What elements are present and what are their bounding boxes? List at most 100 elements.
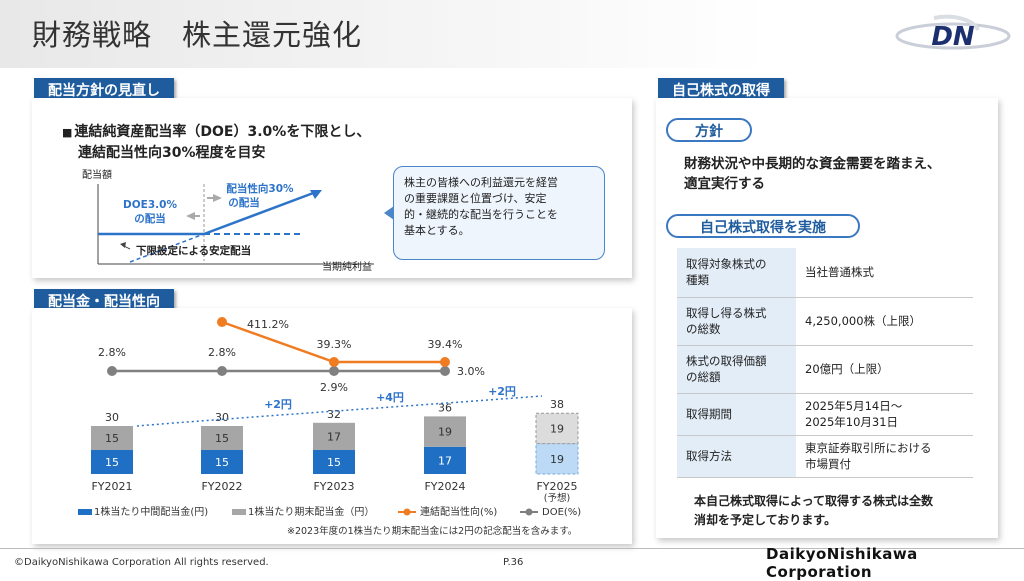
table-value: 20億円（上限） (796, 345, 973, 394)
payout-label: 39.3% (317, 338, 352, 351)
payout-point (440, 357, 450, 367)
bar-year-end (313, 422, 355, 450)
bar-interim (535, 443, 579, 475)
company-logo: DN (895, 14, 1011, 52)
bar-year-end (91, 426, 133, 450)
bar-total-label: 30 (215, 411, 229, 424)
header-bar: 財務戦略 株主還元強化 (0, 0, 1024, 68)
statement-line-2: 連結配当性向30%程度を目安 (78, 145, 266, 161)
policy-speech-bubble: 株主の皆様への利益還元を経営 の重要課題と位置づけ、安定 的・継続的な配当を行う… (393, 166, 605, 260)
speech-bubble-tail (384, 206, 394, 220)
buyback-note: 本自己株式取得によって取得する株式は全数 消却を予定しております。 (694, 492, 933, 530)
chart-footnote: ※2023年度の1株当たり期末配当金には2円の記念配当を含みます。 (287, 525, 577, 537)
table-row: 取得対象株式の 種類 当社普通株式 (677, 248, 973, 298)
doe-label-1: DOE3.0% (123, 199, 177, 211)
floor-label: 下限設定による安定配当 (136, 244, 251, 257)
page-number: P.36 (503, 557, 524, 568)
legend-year-end-label: 1株当たり期末配当金（円） (248, 505, 374, 518)
bar-interim (424, 446, 466, 474)
bar-year-end-label: 15 (105, 432, 119, 445)
table-value: 4,250,000株（上限） (796, 297, 973, 346)
doe-point (329, 366, 339, 376)
bar-total-label: 36 (438, 401, 452, 414)
payout-point (329, 357, 339, 367)
payout-label-1: 配当性向30% (226, 182, 294, 195)
payout-label: 411.2% (247, 318, 289, 331)
bar-interim-label: 17 (438, 454, 452, 467)
policy-line-1: 財務状況や中長期的な資金需要を踏まえ、 (684, 156, 941, 172)
increase-label: +2円 (264, 398, 292, 411)
note-line-1: 本自己株式取得によって取得する株式は全数 (694, 494, 934, 508)
increase-label: +2円 (488, 385, 516, 398)
category-label: FY2025 (536, 480, 577, 493)
doe-label: 2.8% (98, 346, 126, 359)
legend-interim-swatch (78, 509, 92, 515)
bar-interim-label: 15 (215, 456, 229, 469)
payout-label-2: の配当 (228, 196, 260, 209)
table-key: 取得方法 (677, 435, 796, 478)
payout-arrowhead (310, 190, 322, 199)
floor-pointer-icon (120, 242, 126, 248)
left-arrow-icon (186, 212, 195, 220)
dividend-policy-statement: ■ 連結純資産配当率（DOE）3.0%を下限とし、 連結配当性向30%程度を目安 (62, 122, 371, 164)
totals-trend-dotted (136, 395, 543, 427)
table-value: 2025年5月14日～ 2025年10月31日 (796, 393, 973, 436)
bar-year-end-label: 19 (438, 426, 452, 439)
table-row: 株式の取得価額 の総額 20億円（上限） (677, 345, 973, 394)
footer-divider (0, 548, 1024, 549)
policy-line-2: 適宜実行する (684, 176, 765, 192)
table-key: 取得期間 (677, 393, 796, 436)
payout-label: 39.4% (428, 338, 463, 351)
bar-total-label: 32 (327, 408, 341, 421)
payout-dashed-lower (129, 233, 205, 263)
buyback-details-table: 取得対象株式の 種類 当社普通株式 取得し得る株式 の総数 4,250,000株（上… (677, 248, 973, 478)
category-sublabel: (予想) (544, 492, 570, 504)
legend-payout-dot (403, 508, 411, 516)
page-title: 財務戦略 株主還元強化 (32, 18, 363, 52)
doe-point (440, 366, 450, 376)
table-value: 当社普通株式 (796, 248, 973, 298)
doe-label: 3.0% (457, 365, 485, 378)
bubble-line-3: 的・継続的な配当を行うことを (404, 208, 558, 221)
diagram-y-axis-label: 配当額 (82, 168, 112, 181)
table-row: 取得方法 東京証券取引所における 市場買付 (677, 435, 973, 478)
table-value: 東京証券取引所における 市場買付 (796, 435, 973, 478)
company-name: DaikyoNishikawa Corporation (766, 545, 918, 581)
bar-year-end (201, 426, 243, 450)
bar-year-end-label: 15 (215, 432, 229, 445)
bullet-square-icon: ■ (62, 126, 73, 139)
doe-point (107, 366, 117, 376)
legend-year-end-swatch (232, 509, 246, 515)
bar-interim-label: 19 (550, 453, 564, 466)
legend-doe-dot (525, 508, 533, 516)
diagram-x-axis-label: 当期純利益 (322, 260, 372, 273)
bar-total-label: 30 (105, 411, 119, 424)
right-arrow-icon (213, 194, 222, 202)
table-row: 取得し得る株式 の総数 4,250,000株（上限） (677, 297, 973, 346)
bubble-line-2: の重要課題と位置づけ、安定 (404, 192, 547, 205)
copyright: ©DaikyoNishikawa Corporation All rights … (14, 557, 269, 568)
bar-interim (313, 450, 355, 474)
bar-year-end (424, 416, 466, 447)
bar-year-end-label: 19 (550, 422, 564, 435)
table-key: 取得対象株式の 種類 (677, 248, 796, 298)
table-key: 取得し得る株式 の総数 (677, 297, 796, 346)
bubble-line-4: 基本とする。 (404, 224, 470, 237)
statement-line-1: 連結純資産配当率（DOE）3.0%を下限とし、 (74, 124, 371, 140)
bubble-line-1: 株主の皆様への利益還元を経営 (404, 176, 558, 189)
payout-point (217, 317, 227, 327)
bar-total-label: 38 (550, 398, 564, 411)
doe-label-2: の配当 (134, 212, 166, 225)
increase-label: +4円 (376, 391, 404, 404)
category-label: FY2022 (201, 480, 242, 493)
bar-year-end-label: 17 (327, 430, 341, 443)
legend-payout-label: 連結配当性向(%) (420, 505, 497, 518)
logo-text: DN (931, 22, 975, 52)
bar-interim (91, 450, 133, 474)
note-line-2: 消却を予定しております。 (694, 513, 837, 527)
implement-pill: 自己株式取得を実施 (666, 214, 860, 238)
bar-interim-label: 15 (327, 456, 341, 469)
category-label: FY2021 (91, 480, 132, 493)
table-key: 株式の取得価額 の総額 (677, 345, 796, 394)
category-label: FY2023 (313, 480, 354, 493)
